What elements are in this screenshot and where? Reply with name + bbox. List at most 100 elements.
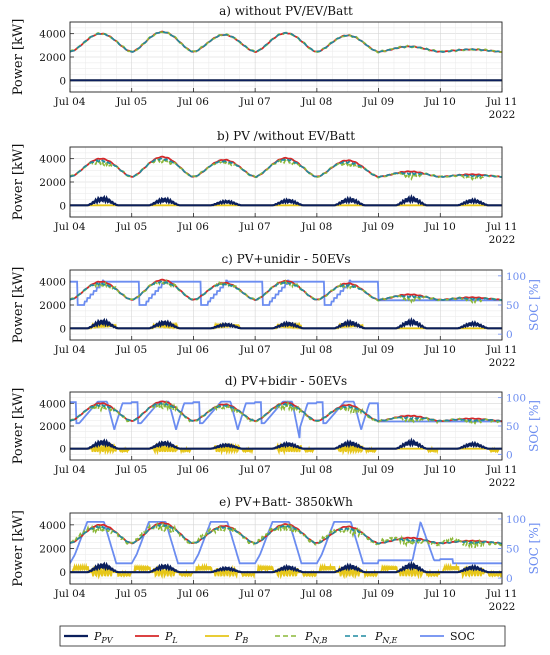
x-tick-label: Jul 09 — [362, 221, 394, 233]
net-load-ne-line — [70, 523, 502, 545]
legend-label-subscript: PV — [100, 636, 113, 645]
axes-frame — [69, 21, 503, 93]
x-tick-label: Jul 10 — [424, 464, 456, 476]
x-tick-label: Jul 11 — [485, 588, 517, 600]
x-tick-label: Jul 09 — [362, 464, 394, 476]
soc-line — [70, 521, 502, 565]
panel-title: e) PV+Batt- 3850kWh — [219, 495, 353, 509]
x-tick-label: Jul 04 — [53, 96, 85, 108]
y2-tick-label: 0 — [506, 573, 513, 585]
y-tick-label: 2000 — [39, 421, 66, 433]
y-axis-label: Power [kW] — [11, 19, 26, 96]
legend-label-subscript: B — [241, 636, 248, 645]
x-tick-label: Jul 10 — [424, 96, 456, 108]
x-tick-label: Jul 09 — [362, 96, 394, 108]
y2-tick-label: 100 — [506, 514, 526, 526]
legend-label-main: P — [374, 630, 383, 643]
x-tick-label: Jul 09 — [362, 344, 394, 356]
y-tick-label: 4000 — [39, 29, 66, 41]
y-tick-label: 4000 — [39, 520, 66, 532]
x-tick-label: Jul 05 — [115, 464, 147, 476]
panel-b: b) PV /without EV/Batt Power [kW] 0 2000 400… — [11, 129, 518, 246]
legend-label-main: P — [164, 630, 173, 643]
x-tick-label: Jul 05 — [115, 344, 147, 356]
y2-axis-label: SOC [%] — [527, 400, 541, 452]
legend-label-main: P — [234, 630, 243, 643]
y-axis-label: Power [kW] — [11, 267, 26, 344]
x-tick-label: Jul 10 — [424, 221, 456, 233]
x-year-label: 2022 — [489, 234, 516, 246]
plot-area — [70, 155, 502, 207]
legend-label-main: P — [93, 630, 102, 643]
x-year-label: 2022 — [489, 109, 516, 121]
y-tick-label: 4000 — [39, 277, 66, 289]
x-tick-label: Jul 10 — [424, 588, 456, 600]
pv-power-line — [70, 560, 502, 574]
net-load-ne-line — [70, 157, 502, 179]
x-tick-label: Jul 11 — [485, 464, 517, 476]
legend-label-p_pv: PPV — [93, 630, 114, 645]
legend-label-subscript: N,B — [311, 636, 327, 645]
x-tick-label: Jul 06 — [177, 588, 209, 600]
y-tick-label: 0 — [59, 444, 66, 456]
net-load-nb-line — [70, 278, 502, 304]
legend-label-p_l: PL — [164, 630, 178, 645]
axes-frame — [69, 146, 503, 218]
y-tick-label: 2000 — [39, 177, 66, 189]
y2-axis-label: SOC [%] — [527, 279, 541, 331]
y-tick-label: 2000 — [39, 52, 66, 64]
x-tick-label: Jul 08 — [300, 464, 332, 476]
x-tick-label: Jul 10 — [424, 344, 456, 356]
x-tick-label: Jul 06 — [177, 344, 209, 356]
y2-tick-label: 50 — [506, 544, 519, 556]
y2-tick-label: 50 — [506, 300, 519, 312]
y-tick-label: 0 — [59, 323, 66, 335]
x-tick-label: Jul 08 — [300, 96, 332, 108]
legend-label-p_b: PB — [234, 630, 248, 645]
net-load-ne-line — [70, 30, 502, 53]
x-tick-label: Jul 09 — [362, 588, 394, 600]
x-year-label: 2022 — [489, 477, 516, 489]
y2-axis-label: SOC [%] — [527, 523, 541, 575]
y2-tick-label: 100 — [506, 393, 526, 405]
net-load-nb-line — [70, 521, 502, 550]
pv-power-line — [70, 317, 502, 330]
x-tick-label: Jul 07 — [239, 588, 271, 600]
panel-e: e) PV+Batt- 3850kWh Power [kW] 0 2000 4000 Ju… — [11, 495, 541, 613]
plot-area — [70, 399, 502, 456]
y-tick-label: 0 — [59, 200, 66, 212]
legend-label-soc: SOC — [450, 630, 475, 643]
y-tick-label: 2000 — [39, 544, 66, 556]
panel-title: b) PV /without EV/Batt — [217, 129, 355, 143]
x-tick-label: Jul 05 — [115, 96, 147, 108]
legend-label-main: P — [304, 630, 313, 643]
plot-area — [70, 278, 502, 331]
legend-label-subscript: N,E — [381, 636, 397, 645]
y-tick-label: 2000 — [39, 300, 66, 312]
panel-c: c) PV+unidir - 50EVs Power [kW] 0 2000 4000 J… — [11, 252, 541, 369]
panel-title: d) PV+bidir - 50EVs — [225, 374, 347, 388]
y2-tick-label: 100 — [506, 271, 526, 283]
x-tick-label: Jul 07 — [239, 221, 271, 233]
x-tick-label: Jul 06 — [177, 464, 209, 476]
x-tick-label: Jul 04 — [53, 221, 85, 233]
net-load-ne-line — [70, 280, 502, 302]
legend-label-main: SOC — [450, 630, 475, 643]
y-tick-label: 0 — [59, 75, 66, 87]
pv-power-line — [70, 437, 502, 450]
x-tick-label: Jul 05 — [115, 588, 147, 600]
x-tick-label: Jul 08 — [300, 588, 332, 600]
panel-title: c) PV+unidir - 50EVs — [221, 252, 350, 266]
x-tick-label: Jul 07 — [239, 96, 271, 108]
y-axis-label: Power [kW] — [11, 388, 26, 465]
legend-frame — [59, 625, 506, 647]
y2-tick-label: 50 — [506, 421, 519, 433]
plot-area — [70, 521, 502, 580]
legend-label-subscript: L — [171, 636, 177, 645]
pv-power-line — [70, 194, 502, 207]
x-tick-label: Jul 04 — [53, 588, 85, 600]
x-tick-label: Jul 07 — [239, 344, 271, 356]
y-tick-label: 4000 — [39, 154, 66, 166]
y-axis-label: Power [kW] — [11, 510, 26, 587]
y-tick-label: 0 — [59, 567, 66, 579]
